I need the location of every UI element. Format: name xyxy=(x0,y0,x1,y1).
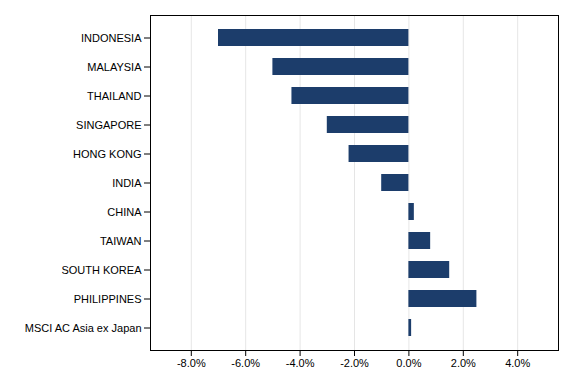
svg-text:2.0%: 2.0% xyxy=(451,357,476,369)
svg-text:MSCI AC Asia ex Japan: MSCI AC Asia ex Japan xyxy=(25,322,142,334)
svg-text:MALAYSIA: MALAYSIA xyxy=(87,61,142,73)
svg-text:CHINA: CHINA xyxy=(107,206,142,218)
svg-text:HONG KONG: HONG KONG xyxy=(73,148,141,160)
svg-text:4.0%: 4.0% xyxy=(505,357,530,369)
svg-text:SINGAPORE: SINGAPORE xyxy=(76,119,141,131)
svg-text:-8.0%: -8.0% xyxy=(177,357,206,369)
svg-text:INDONESIA: INDONESIA xyxy=(81,32,142,44)
svg-text:-6.0%: -6.0% xyxy=(231,357,260,369)
svg-text:-4.0%: -4.0% xyxy=(286,357,315,369)
svg-text:0.0%: 0.0% xyxy=(396,357,421,369)
svg-text:SOUTH KOREA: SOUTH KOREA xyxy=(61,264,142,276)
svg-text:TAIWAN: TAIWAN xyxy=(100,235,142,247)
svg-text:INDIA: INDIA xyxy=(112,177,142,189)
svg-text:PHILIPPINES: PHILIPPINES xyxy=(74,293,142,305)
svg-text:THAILAND: THAILAND xyxy=(87,90,141,102)
svg-text:-2.0%: -2.0% xyxy=(340,357,369,369)
